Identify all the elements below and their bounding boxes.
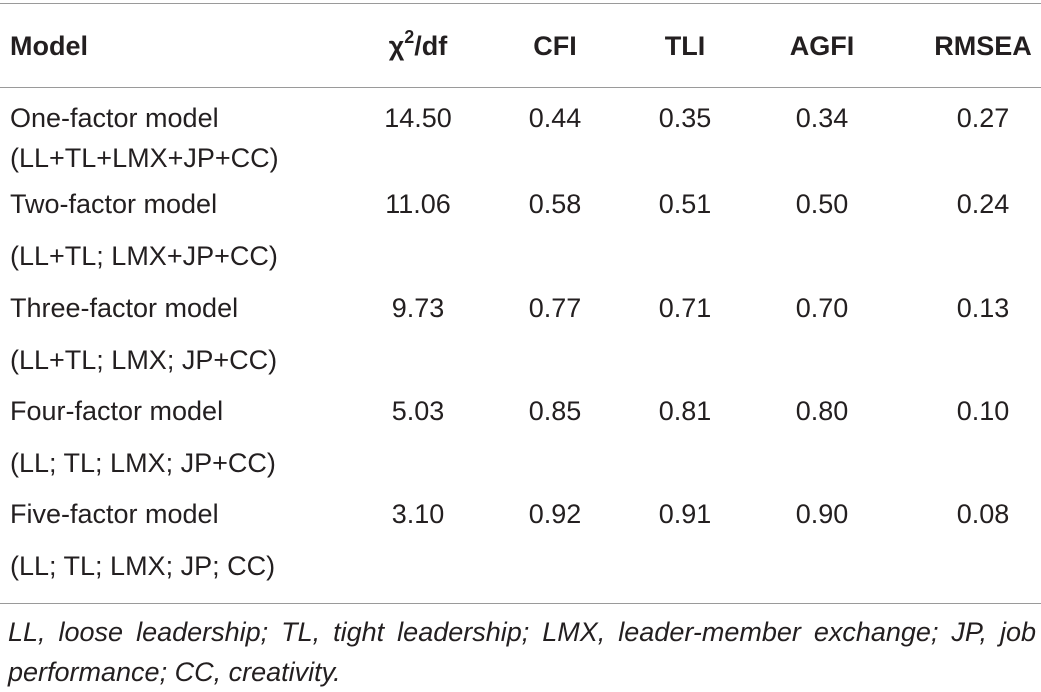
row-tli: 0.81 xyxy=(658,396,712,426)
header-chi-square-df: χ2/df xyxy=(354,20,482,72)
row-chi-df: 11.06 xyxy=(385,189,451,219)
table-top-rule xyxy=(0,3,1041,4)
row-model-name: One-factor model xyxy=(10,103,219,133)
row-cfi: 0.44 xyxy=(528,103,582,133)
row-model-name: Five-factor model xyxy=(10,499,219,529)
table-row: Three-factor model (LL+TL; LMX; JP+CC) 9… xyxy=(0,282,1041,386)
chi-exponent: 2 xyxy=(404,27,415,47)
table-row: One-factor model (LL+TL+LMX+JP+CC) 14.50… xyxy=(0,92,1041,196)
table-row: Two-factor model (LL+TL; LMX+JP+CC) 11.0… xyxy=(0,178,1041,282)
row-rmsea: 0.13 xyxy=(956,293,1010,323)
row-rmsea: 0.08 xyxy=(956,499,1010,529)
table-footnote: LL, loose leadership; TL, tight leadersh… xyxy=(8,617,1036,687)
row-model-composition: (LL; TL; LMX; JP+CC) xyxy=(10,448,276,478)
row-model-composition: (LL+TL+LMX+JP+CC) xyxy=(10,143,279,173)
row-model-name: Three-factor model xyxy=(10,293,239,323)
row-tli: 0.51 xyxy=(658,189,712,219)
row-agfi: 0.90 xyxy=(795,499,849,529)
row-rmsea: 0.10 xyxy=(956,396,1010,426)
row-model-composition: (LL+TL; LMX; JP+CC) xyxy=(10,345,278,375)
table-header-rule xyxy=(0,87,1041,88)
row-rmsea: 0.27 xyxy=(956,103,1010,133)
chi-symbol: χ xyxy=(388,31,405,61)
chi-suffix: /df xyxy=(414,31,448,61)
row-cfi: 0.58 xyxy=(528,189,582,219)
row-chi-df: 14.50 xyxy=(384,103,452,133)
header-agfi: AGFI xyxy=(789,31,855,61)
row-tli: 0.35 xyxy=(658,103,712,133)
row-tli: 0.91 xyxy=(658,499,712,529)
row-cfi: 0.77 xyxy=(528,293,582,323)
row-cfi: 0.85 xyxy=(528,396,582,426)
table-row: Five-factor model (LL; TL; LMX; JP; CC) … xyxy=(0,488,1041,592)
header-cfi: CFI xyxy=(533,31,577,61)
table-header-row: Model χ2/df CFI TLI AGFI RMSEA xyxy=(0,4,1041,87)
header-model: Model xyxy=(10,31,88,61)
row-model-name: Two-factor model xyxy=(10,189,218,219)
row-cfi: 0.92 xyxy=(528,499,582,529)
row-agfi: 0.50 xyxy=(795,189,849,219)
row-model-name: Four-factor model xyxy=(10,396,224,426)
row-chi-df: 9.73 xyxy=(391,293,445,323)
row-agfi: 0.34 xyxy=(795,103,849,133)
row-tli: 0.71 xyxy=(658,293,712,323)
table-row: Four-factor model (LL; TL; LMX; JP+CC) 5… xyxy=(0,385,1041,489)
row-agfi: 0.70 xyxy=(795,293,849,323)
row-chi-df: 5.03 xyxy=(391,396,445,426)
table-bottom-rule xyxy=(0,603,1041,604)
header-tli: TLI xyxy=(664,31,706,61)
row-chi-df: 3.10 xyxy=(391,499,445,529)
row-model-composition: (LL; TL; LMX; JP; CC) xyxy=(10,551,276,581)
header-rmsea: RMSEA xyxy=(934,31,1032,61)
row-agfi: 0.80 xyxy=(795,396,849,426)
row-rmsea: 0.24 xyxy=(956,189,1010,219)
row-model-composition: (LL+TL; LMX+JP+CC) xyxy=(10,241,278,271)
